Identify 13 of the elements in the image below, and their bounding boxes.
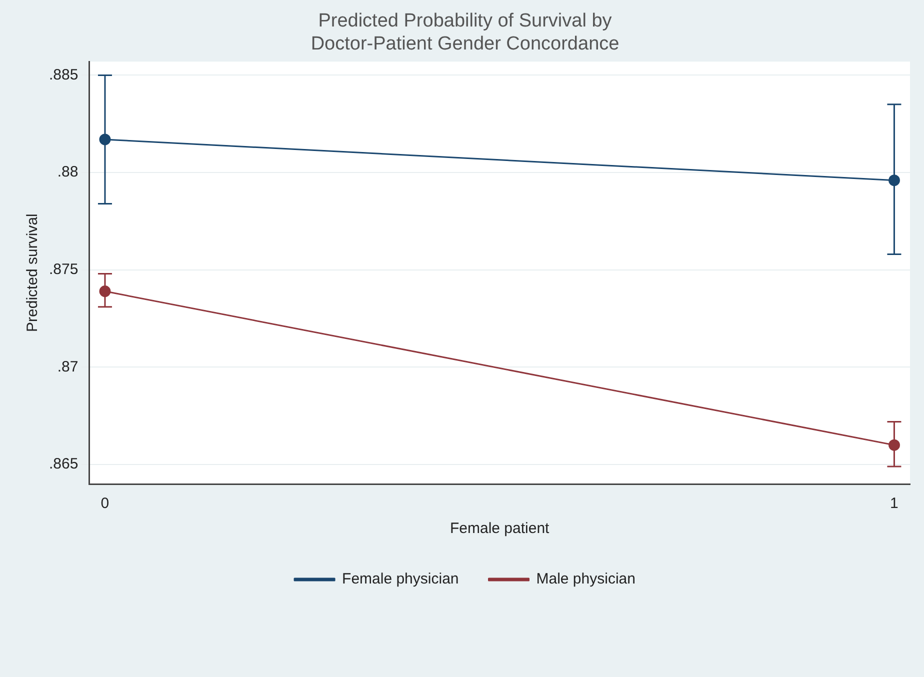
y-tick-label: .88 xyxy=(57,164,78,181)
y-tick-label: .875 xyxy=(48,261,78,278)
x-axis-title: Female patient xyxy=(450,520,550,538)
y-tick-label: .885 xyxy=(48,66,78,84)
x-tick-label: 1 xyxy=(890,495,898,512)
legend-label: Male physician xyxy=(536,570,636,588)
y-tick-label: .865 xyxy=(48,456,78,473)
legend-label: Female physician xyxy=(342,570,459,588)
text: Predicted Probability of Survival by xyxy=(318,10,612,32)
x-tick-label: 0 xyxy=(100,495,110,512)
y-tick-label: .87 xyxy=(57,358,78,376)
y-axis-title: Predicted survival xyxy=(24,214,42,332)
text: Doctor-Patient Gender Concordance xyxy=(310,33,620,54)
